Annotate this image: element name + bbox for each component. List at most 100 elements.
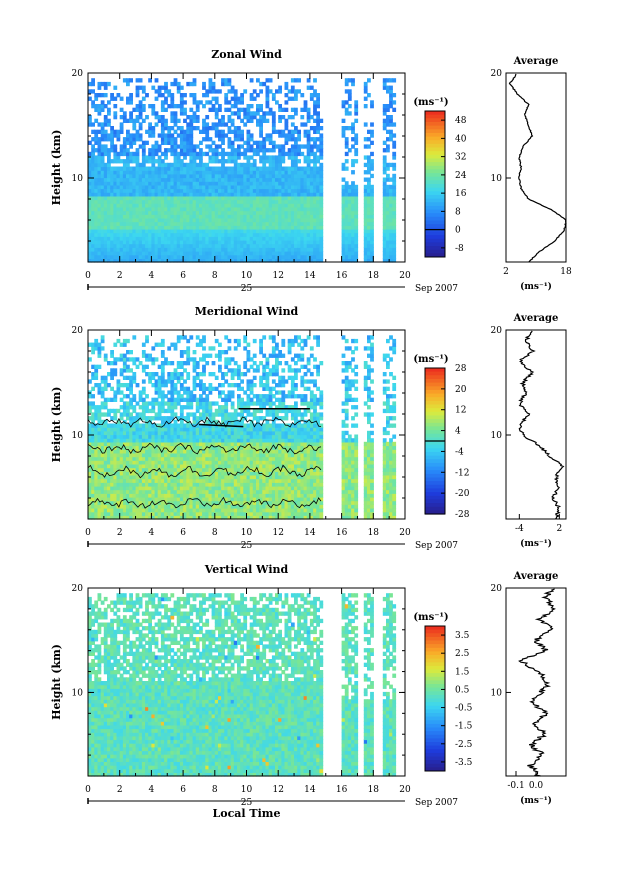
heatmap-cell	[240, 195, 244, 201]
heatmap-cell	[306, 214, 311, 219]
heatmap-cell	[100, 445, 105, 450]
heatmap-cell	[186, 412, 191, 417]
heatmap-cell	[294, 93, 298, 98]
heatmap-cell	[119, 199, 124, 204]
heatmap-cell	[227, 192, 232, 197]
heatmap-cell	[309, 251, 314, 256]
heatmap-cell	[316, 206, 320, 212]
heatmap-cell	[167, 375, 172, 380]
heatmap-cell	[319, 170, 324, 175]
heatmap-cell	[230, 181, 235, 186]
heatmap-cell	[132, 449, 137, 454]
heatmap-cell	[344, 199, 349, 204]
heatmap-cell	[107, 445, 111, 450]
heatmap-cell	[97, 137, 102, 142]
heatmap-cell	[313, 195, 317, 201]
heatmap-cell	[173, 383, 178, 388]
heatmap-cell	[160, 445, 165, 450]
heatmap-cell	[262, 221, 267, 226]
heatmap-cell	[135, 485, 140, 491]
heatmap-cell	[202, 228, 206, 234]
heatmap-cell	[97, 203, 102, 208]
heatmap-cell	[319, 155, 324, 160]
heatmap-cell	[211, 489, 216, 494]
heatmap-cell	[113, 357, 118, 362]
heatmap-cell	[154, 192, 159, 197]
heatmap-cell	[97, 441, 102, 447]
heatmap-cell	[116, 243, 121, 248]
heatmap-cell	[300, 221, 305, 226]
heatmap-cell	[126, 394, 130, 399]
heatmap-cell	[113, 251, 118, 256]
heatmap-cell	[237, 243, 241, 248]
heatmap-cell	[221, 239, 225, 245]
heatmap-cell	[392, 162, 397, 168]
heatmap-cell	[132, 423, 137, 428]
heatmap-cell	[167, 500, 172, 505]
heatmap-cell	[205, 232, 210, 237]
heatmap-cell	[94, 225, 99, 230]
heatmap-cell	[138, 390, 143, 395]
heatmap-cell	[186, 386, 191, 391]
heatmap-cell	[233, 214, 238, 219]
heatmap-cell	[107, 427, 111, 432]
heatmap-cell	[290, 96, 295, 101]
heatmap-cell	[186, 228, 191, 234]
heatmap-cell	[354, 184, 359, 190]
heatmap-cell	[138, 254, 143, 259]
heatmap-cell	[160, 416, 165, 421]
heatmap-cell	[103, 504, 108, 509]
heatmap-cell	[94, 434, 99, 439]
heatmap-cell	[211, 456, 216, 461]
heatmap-cell	[164, 474, 168, 480]
heatmap-cell	[224, 173, 229, 179]
heatmap-cell	[107, 441, 111, 447]
heatmap-cell	[351, 258, 355, 263]
heatmap-cell	[237, 151, 241, 157]
heatmap-cell	[151, 478, 156, 483]
heatmap-cell	[265, 170, 270, 175]
heatmap-cell	[160, 452, 165, 458]
heatmap-cell	[195, 251, 200, 256]
heatmap-cell	[195, 383, 200, 388]
heatmap-cell	[202, 184, 206, 190]
heatmap-cell	[135, 239, 140, 245]
heatmap-cell	[386, 118, 390, 123]
heatmap-cell	[313, 210, 317, 215]
heatmap-cell	[107, 258, 111, 263]
heatmap-cell	[259, 170, 263, 175]
heatmap-cell	[110, 474, 114, 480]
profile-frame	[505, 72, 567, 263]
heatmap-cell	[141, 203, 146, 208]
heatmap-cell	[100, 239, 105, 245]
heatmap-cell	[208, 452, 213, 458]
heatmap-cell	[192, 489, 197, 494]
heatmap-cell	[233, 151, 238, 157]
heatmap-cell	[183, 184, 187, 190]
heatmap-cell	[160, 173, 165, 179]
heatmap-cell	[107, 192, 111, 197]
heatmap-cell	[132, 118, 137, 123]
heatmap-cell	[313, 162, 317, 168]
heatmap-cell	[392, 107, 397, 112]
heatmap-cell	[132, 247, 137, 252]
heatmap-cell	[154, 221, 159, 226]
heatmap-cell	[110, 423, 114, 428]
heatmap-cell	[287, 199, 292, 204]
heatmap-cell	[199, 427, 203, 432]
heatmap-cell	[132, 173, 137, 179]
heatmap-cell	[218, 493, 222, 498]
heatmap-cell	[160, 474, 165, 480]
heatmap-cell	[319, 173, 324, 179]
heatmap-cell	[199, 383, 203, 388]
heatmap-cell	[224, 133, 229, 138]
heatmap-cell	[160, 217, 165, 223]
heatmap-cell	[195, 489, 200, 494]
heatmap-cell	[243, 166, 248, 171]
heatmap-cell	[151, 397, 156, 402]
heatmap-cell	[230, 243, 235, 248]
heatmap-cell	[281, 107, 286, 112]
heatmap-cell	[303, 232, 308, 237]
heatmap-cell	[224, 100, 229, 105]
heatmap-cell	[164, 184, 168, 190]
